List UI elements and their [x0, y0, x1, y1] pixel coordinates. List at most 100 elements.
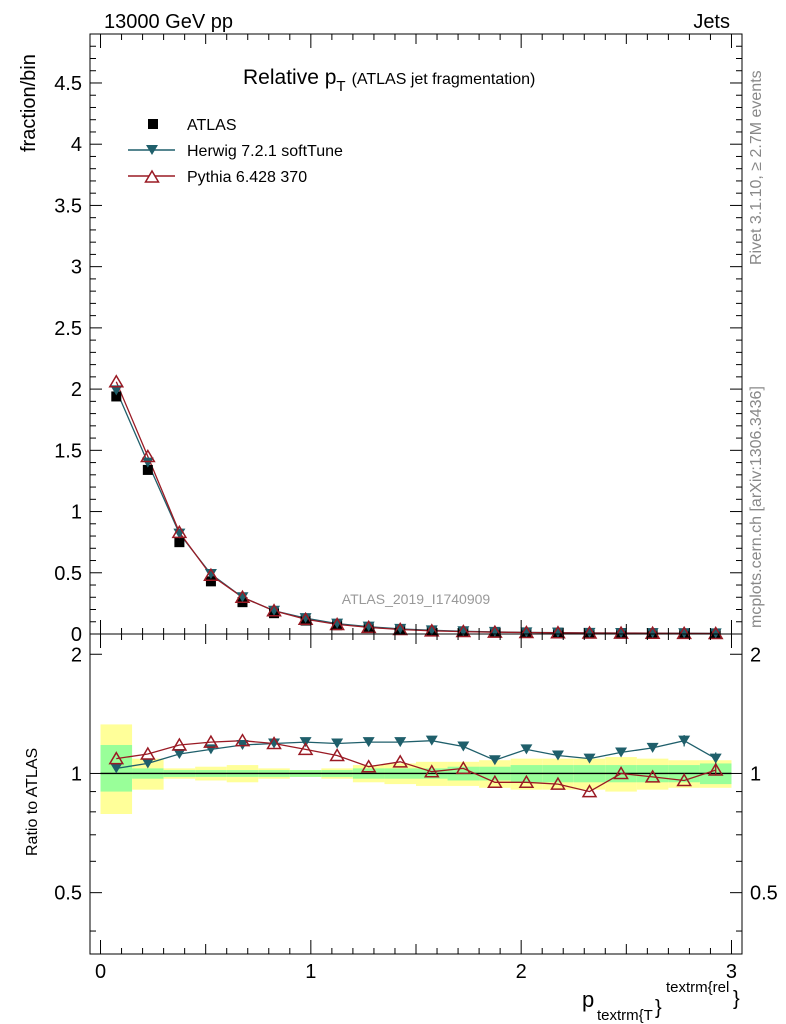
- pythia-ratio-point: [455, 760, 472, 775]
- y-tick-label: 3.5: [54, 195, 82, 217]
- herwig-ratio-point: [678, 735, 691, 746]
- header-left-label: 13000 GeV pp: [104, 11, 233, 33]
- x-axis-label-subscript: textrm{T: [597, 1007, 653, 1024]
- atlas-point: [142, 464, 153, 475]
- herwig-point: [268, 605, 281, 616]
- legend-entry-herwig: Herwig 7.2.1 softTune: [128, 143, 343, 160]
- pythia-ratio-point: [676, 773, 692, 787]
- y-tick-label: 1.5: [54, 440, 82, 462]
- ratio-x-tick-label: 3: [726, 961, 737, 983]
- y-tick-label: 0.5: [54, 563, 82, 585]
- mcplots-label: mcplots.cern.ch [arXiv:1306.3436]: [748, 386, 765, 628]
- pythia-ratio-point: [550, 776, 566, 790]
- pythia-ratio-point: [297, 741, 314, 756]
- y-tick-label: 0: [71, 624, 82, 646]
- plot-title-rest: (ATLAS jet fragmentation): [352, 71, 536, 88]
- pythia-ratio-point: [266, 736, 282, 750]
- ratio-y-tick-label: 0.5: [54, 883, 82, 905]
- pythia-point: [707, 626, 724, 640]
- ratio-x-tick-label: 0: [95, 961, 106, 983]
- main-plot-marks: [108, 374, 724, 640]
- pythia-point: [581, 625, 598, 639]
- x-axis-label-brace: }: [655, 997, 662, 1019]
- main-plot-panel: 0 0.5 1 1.5 2 2.5 3 3.5 4 4.5 ATLAS_2019_I1740909…: [18, 33, 743, 646]
- herwig-ratio-point: [110, 763, 123, 774]
- pythia-ratio-point: [360, 759, 377, 773]
- pythia-ratio-point: [644, 769, 661, 783]
- herwig-point: [646, 628, 659, 639]
- herwig-ratio-point: [173, 748, 186, 759]
- legend-entry-pythia: Pythia 6.428 370: [128, 169, 307, 186]
- legend-marker-atlas: [148, 119, 158, 129]
- herwig-ratio-point: [268, 738, 281, 749]
- herwig-ratio-point: [488, 755, 501, 766]
- pythia-point: [423, 623, 440, 637]
- pythia-point: [266, 603, 282, 617]
- pythia-point: [550, 625, 566, 639]
- herwig-ratio-point: [425, 735, 438, 746]
- plot-title-subscript: T: [336, 78, 345, 95]
- pythia-point: [297, 611, 314, 626]
- pythia-ratio-point: [171, 737, 188, 751]
- ratio-x-tick-label: 2: [516, 961, 527, 983]
- ratio-plot-marks: [108, 733, 724, 798]
- y-tick-label: 2.5: [54, 318, 82, 340]
- y-tick-label: 1: [71, 502, 82, 524]
- legend-marker-herwig: [146, 145, 158, 155]
- herwig-point: [425, 625, 438, 636]
- plot-title-main: Relative p: [243, 66, 336, 89]
- herwig-ratio-point: [520, 744, 533, 755]
- legend-label-atlas: ATLAS: [187, 117, 237, 134]
- herwig-ratio-point: [583, 753, 596, 764]
- pythia-point: [234, 589, 251, 604]
- ratio-y-tick-label: 1: [71, 763, 82, 785]
- herwig-point: [362, 621, 375, 632]
- ratio-plot-frame: [89, 633, 743, 955]
- x-axis-label-main: p: [582, 987, 594, 1012]
- herwig-ratio-point: [394, 737, 407, 748]
- herwig-point: [141, 457, 154, 468]
- ratio-plot-panel: 0.5 0.5 1 1 2 2 0 1 2 3 Ratio to ATLAS p textrm{…: [24, 633, 778, 1024]
- ratio-y-tick-label-right: 2: [750, 644, 761, 666]
- ratio-y-ticks: 0.5 0.5 1 1 2 2: [54, 644, 778, 932]
- pythia-point: [108, 374, 125, 388]
- pythia-point: [644, 625, 661, 640]
- y-tick-label: 2: [71, 379, 82, 401]
- pythia-ratio-point: [329, 748, 345, 762]
- pythia-ratio-point: [392, 754, 409, 768]
- herwig-ratio-point: [709, 753, 722, 764]
- x-axis-label: p textrm{T } textrm{rel }: [582, 979, 740, 1024]
- pythia-ratio-point: [423, 764, 440, 778]
- legend-marker-pythia: [144, 169, 160, 183]
- atlas-point: [205, 576, 216, 587]
- pythia-ratio-point: [203, 734, 219, 748]
- pythia-point: [487, 624, 503, 638]
- main-y-axis-label: fraction/bin: [18, 54, 40, 152]
- pythia-point: [518, 625, 535, 639]
- atlas-point: [111, 391, 122, 402]
- pythia-ratio-point: [613, 765, 629, 780]
- pythia-point: [203, 567, 219, 581]
- herwig-ratio-point: [551, 750, 564, 761]
- herwig-ratio-point: [141, 758, 154, 769]
- herwig-point: [236, 592, 249, 603]
- herwig-ratio-point: [362, 737, 375, 748]
- main-plot-y-ticks: 0 0.5 1 1.5 2 2.5 3 3.5 4 4.5: [54, 33, 742, 646]
- ratio-y-tick-label-right: 0.5: [750, 883, 778, 905]
- herwig-point: [331, 618, 344, 629]
- herwig-point: [299, 613, 312, 624]
- herwig-point: [457, 626, 470, 637]
- ratio-y-tick-label-right: 1: [750, 763, 761, 785]
- legend-label-herwig: Herwig 7.2.1 softTune: [187, 143, 343, 160]
- herwig-point: [488, 626, 501, 637]
- ratio-x-ticks: 0 1 2 3: [95, 634, 737, 983]
- ratio-uncertainty-bands: [100, 724, 732, 814]
- pythia-point: [455, 624, 472, 638]
- ratio-y-axis-label: Ratio to ATLAS: [24, 748, 41, 856]
- y-tick-label: 3: [71, 257, 82, 279]
- herwig-ratio-line: [116, 740, 717, 770]
- herwig-point: [615, 628, 628, 639]
- rivet-label: Rivet 3.1.10, ≥ 2.7M events: [748, 70, 765, 265]
- pythia-point: [676, 625, 692, 640]
